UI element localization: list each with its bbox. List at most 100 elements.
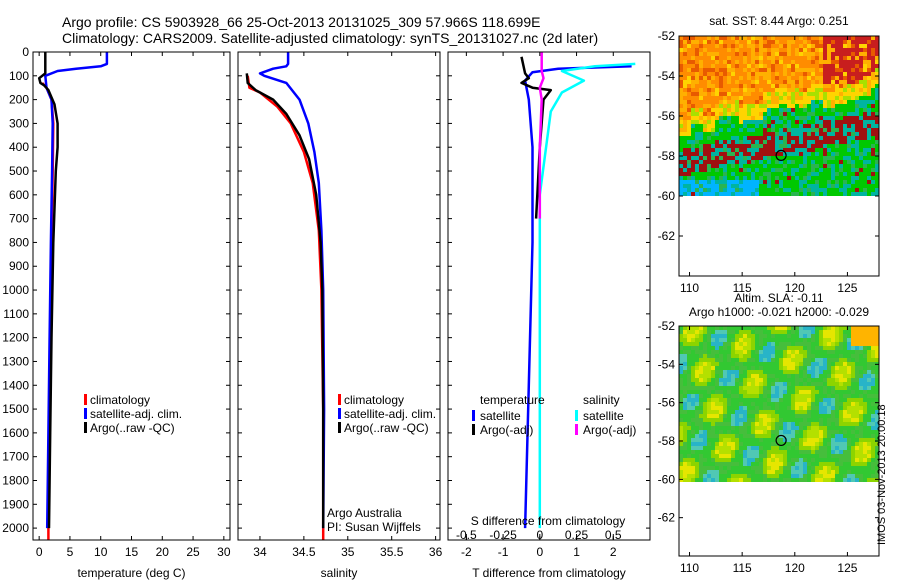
heatmap-cell — [767, 474, 771, 478]
heatmap-cell — [847, 108, 851, 112]
heatmap-cell — [839, 48, 843, 52]
heatmap-cell — [863, 96, 867, 100]
legend-label: Argo(..raw -QC) — [344, 421, 429, 435]
heatmap-cell — [731, 148, 735, 152]
heatmap-cell — [819, 108, 823, 112]
heatmap-cell — [699, 398, 703, 402]
heatmap-cell — [803, 192, 807, 196]
heatmap-cell — [763, 72, 767, 76]
heatmap-cell — [727, 152, 731, 156]
heatmap-cell — [775, 394, 779, 398]
heatmap-cell — [863, 60, 867, 64]
heatmap-cell — [875, 192, 879, 196]
heatmap-cell — [723, 172, 727, 176]
heatmap-cell — [747, 144, 751, 148]
heatmap-cell — [791, 120, 795, 124]
heatmap-cell — [819, 36, 823, 40]
heatmap-cell — [759, 382, 763, 386]
heatmap-cell — [811, 44, 815, 48]
heatmap-cell — [871, 80, 875, 84]
heatmap-cell — [875, 438, 879, 442]
heatmap-cell — [731, 430, 735, 434]
heatmap-cell — [763, 366, 767, 370]
x-tick-label: 0 — [36, 545, 43, 559]
heatmap-cell — [855, 354, 859, 358]
heatmap-cell — [695, 450, 699, 454]
heatmap-cell — [855, 378, 859, 382]
heatmap-cell — [807, 450, 811, 454]
heatmap-cell — [727, 72, 731, 76]
heatmap-cell — [823, 184, 827, 188]
heatmap-cell — [783, 350, 787, 354]
heatmap-cell — [863, 36, 867, 40]
heatmap-cell — [855, 330, 859, 334]
heatmap-cell — [731, 136, 735, 140]
heatmap-cell — [739, 92, 743, 96]
heatmap-cell — [871, 92, 875, 96]
heatmap-cell — [731, 56, 735, 60]
heatmap-cell — [875, 40, 879, 44]
heatmap-cell — [835, 60, 839, 64]
heatmap-cell — [851, 414, 855, 418]
heatmap-cell — [711, 188, 715, 192]
heatmap-cell — [779, 426, 783, 430]
heatmap-cell — [859, 458, 863, 462]
heatmap-cell — [791, 394, 795, 398]
heatmap-cell — [787, 176, 791, 180]
heatmap-cell — [739, 398, 743, 402]
heatmap-cell — [763, 184, 767, 188]
heatmap-cell — [787, 92, 791, 96]
heatmap-cell — [827, 120, 831, 124]
heatmap-cell — [867, 330, 871, 334]
heatmap-cell — [767, 410, 771, 414]
heatmap-cell — [683, 474, 687, 478]
heatmap-cell — [831, 132, 835, 136]
heatmap-cell — [775, 88, 779, 92]
heatmap-cell — [691, 390, 695, 394]
heatmap-cell — [719, 446, 723, 450]
heatmap-cell — [871, 450, 875, 454]
heatmap-cell — [699, 192, 703, 196]
heatmap-cell — [779, 92, 783, 96]
heatmap-cell — [711, 458, 715, 462]
heatmap-cell — [687, 370, 691, 374]
heatmap-cell — [859, 326, 863, 330]
heatmap-cell — [855, 144, 859, 148]
heatmap-cell — [847, 72, 851, 76]
legend-label: satellite — [480, 409, 521, 423]
heatmap-cell — [699, 136, 703, 140]
x-axis-label: temperature (deg C) — [77, 566, 185, 580]
heatmap-cell — [823, 406, 827, 410]
heatmap-cell — [863, 76, 867, 80]
heatmap-cell — [827, 148, 831, 152]
heatmap-cell — [827, 80, 831, 84]
heatmap-cell — [683, 326, 687, 330]
heatmap-cell — [763, 120, 767, 124]
heatmap-cell — [731, 442, 735, 446]
heatmap-cell — [867, 64, 871, 68]
heatmap-cell — [731, 402, 735, 406]
heatmap-cell — [803, 406, 807, 410]
heatmap-cell — [807, 48, 811, 52]
y-tick-label: 1500 — [2, 402, 29, 416]
heatmap-cell — [731, 128, 735, 132]
heatmap-cell — [767, 346, 771, 350]
heatmap-cell — [679, 458, 683, 462]
heatmap-cell — [811, 346, 815, 350]
heatmap-cell — [767, 378, 771, 382]
heatmap-cell — [863, 68, 867, 72]
heatmap-cell — [787, 132, 791, 136]
heatmap-cell — [779, 446, 783, 450]
heatmap-cell — [731, 36, 735, 40]
heatmap-cell — [763, 188, 767, 192]
heatmap-cell — [711, 120, 715, 124]
heatmap-cell — [707, 124, 711, 128]
heatmap-cell — [863, 394, 867, 398]
heatmap-cell — [827, 180, 831, 184]
heatmap-cell — [767, 60, 771, 64]
heatmap-cell — [799, 36, 803, 40]
heatmap-cell — [687, 442, 691, 446]
heatmap-cell — [787, 378, 791, 382]
heatmap-cell — [875, 370, 879, 374]
heatmap-cell — [723, 370, 727, 374]
